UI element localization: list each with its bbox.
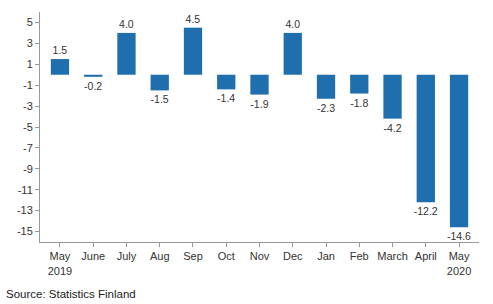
svg-text:July: July [117,250,137,262]
svg-text:-15: -15 [17,225,33,237]
svg-text:May2019: May2019 [48,250,72,276]
svg-text:April: April [415,250,437,262]
svg-text:-1.9: -1.9 [250,98,268,110]
svg-text:-0.2: -0.2 [84,80,102,92]
svg-text:May2020: May2020 [447,250,471,276]
svg-text:-3: -3 [23,100,33,112]
svg-text:1.5: 1.5 [53,44,68,56]
svg-text:-1.8: -1.8 [350,97,368,109]
svg-text:Jan: Jan [317,250,335,262]
svg-text:-12.2: -12.2 [414,205,438,217]
svg-text:Nov: Nov [250,250,270,262]
svg-text:Aug: Aug [150,250,170,262]
svg-text:Source: Statistics Finland: Source: Statistics Finland [6,288,136,300]
svg-text:4.0: 4.0 [119,18,134,30]
svg-text:-5: -5 [23,121,33,133]
svg-text:5: 5 [27,16,33,28]
svg-text:1: 1 [27,58,33,70]
svg-text:-11: -11 [18,184,33,196]
svg-text:-9: -9 [23,163,33,175]
svg-text:-13: -13 [17,204,33,216]
svg-text:June: June [81,250,105,262]
svg-text:-1: -1 [23,79,33,91]
svg-text:-1.4: -1.4 [217,92,235,104]
svg-text:3: 3 [27,37,33,49]
svg-text:-7: -7 [23,142,33,154]
svg-text:4.0: 4.0 [285,18,300,30]
svg-text:-14.6: -14.6 [447,230,471,242]
svg-text:-2.3: -2.3 [317,102,335,114]
svg-text:Oct: Oct [218,250,235,262]
svg-text:Feb: Feb [350,250,369,262]
svg-text:-1.5: -1.5 [151,93,169,105]
svg-text:Dec: Dec [283,250,303,262]
svg-text:-4.2: -4.2 [383,122,401,134]
svg-text:March: March [377,250,408,262]
svg-text:4.5: 4.5 [186,13,201,25]
svg-text:Sep: Sep [183,250,203,262]
